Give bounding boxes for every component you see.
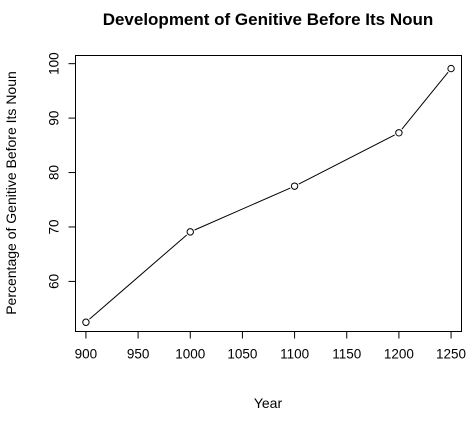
y-axis: 60 70 80 90 100	[47, 52, 76, 289]
x-axis-label: Year	[254, 395, 283, 411]
x-tick-label: 1250	[436, 347, 466, 362]
y-tick-label: 60	[47, 274, 62, 289]
x-axis: 900 950 1000 1050 1100 1150 1200 1250	[75, 331, 466, 362]
data-point	[290, 182, 299, 190]
y-tick-label: 70	[47, 219, 62, 234]
x-tick-label: 1150	[332, 347, 361, 362]
x-tick-label: 1100	[280, 347, 309, 362]
chart-title: Development of Genitive Before Its Noun	[103, 10, 434, 29]
data-point	[447, 64, 455, 73]
data-point	[82, 318, 90, 326]
series-line-segment	[89, 234, 188, 320]
x-tick-label: 950	[127, 347, 150, 362]
series-line-segment	[298, 134, 395, 185]
x-tick-label: 900	[75, 347, 98, 362]
y-tick-label: 80	[47, 165, 62, 180]
x-tick-label: 1000	[175, 347, 205, 362]
data-point	[186, 228, 194, 236]
x-tick-label: 1050	[227, 347, 257, 362]
data-point	[395, 129, 403, 137]
series-layer	[82, 64, 455, 326]
plot-frame	[75, 55, 462, 332]
series-line-segment	[194, 187, 291, 231]
series-line-segment	[401, 71, 449, 130]
y-tick-label: 90	[47, 111, 62, 126]
y-tick-label: 100	[47, 52, 62, 75]
x-tick-label: 1200	[384, 347, 414, 362]
y-axis-label: Percentage of Genitive Before Its Noun	[3, 71, 19, 315]
